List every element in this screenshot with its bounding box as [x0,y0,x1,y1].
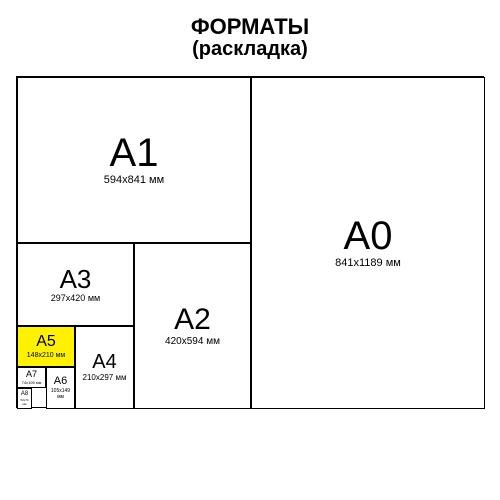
format-dims: 841x1189 мм [335,258,401,270]
format-a4: A4 210x297 мм [75,326,134,409]
format-name: A6 [54,376,67,387]
format-dims: 52x74 мм [18,399,31,405]
format-a2: A2 420x594 мм [134,243,251,409]
format-dims: 420x594 мм [165,337,220,348]
format-a3: A3 297x420 мм [17,243,134,326]
format-name: A4 [92,352,116,372]
format-name: A7 [26,370,37,379]
format-a5: A5 148x210 мм [17,326,75,367]
format-a0: A0 841x1189 мм [251,77,485,409]
format-dims: 210x297 мм [83,374,127,382]
paper-format-diagram: A0 841x1189 мм A1 594x841 мм A2 420x594 мм A3 2… [16,76,484,408]
format-a6: A6 105x149 мм [46,367,75,409]
format-name: A1 [110,133,159,173]
format-a8: A8 52x74 мм [17,388,32,409]
format-name: A2 [174,305,211,335]
format-name: A5 [36,334,56,350]
stage: ФОРМАТЫ (раскладка) A0 841x1189 мм A1 594x8… [0,0,500,500]
page-title: ФОРМАТЫ [0,14,500,39]
format-dims: 105x149 мм [47,389,74,400]
format-dims: 594x841 мм [104,175,164,187]
format-name: A0 [344,216,393,256]
format-name: A8 [21,391,28,397]
page-subtitle: (раскладка) [0,38,500,61]
format-dims: 74x105 мм [22,381,42,385]
format-a7: A7 74x105 мм [17,367,46,388]
format-name: A3 [60,266,92,292]
format-dims: 297x420 мм [51,294,100,303]
format-a1: A1 594x841 мм [17,77,251,243]
format-dims: 148x210 мм [27,352,65,359]
